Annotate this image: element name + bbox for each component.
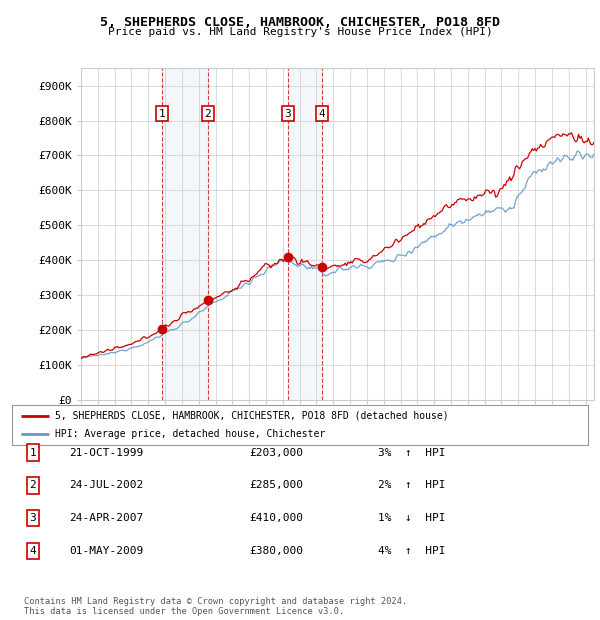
Bar: [288, 68, 322, 400]
Text: 4%  ↑  HPI: 4% ↑ HPI: [378, 546, 445, 556]
Text: 4: 4: [319, 108, 325, 118]
Text: 1: 1: [158, 108, 165, 118]
Text: HPI: Average price, detached house, Chichester: HPI: Average price, detached house, Chic…: [55, 429, 325, 440]
Text: 2: 2: [205, 108, 211, 118]
Text: 1: 1: [29, 448, 37, 458]
Text: 5, SHEPHERDS CLOSE, HAMBROOK, CHICHESTER, PO18 8FD: 5, SHEPHERDS CLOSE, HAMBROOK, CHICHESTER…: [100, 16, 500, 29]
Text: 3: 3: [284, 108, 292, 118]
Text: 3: 3: [29, 513, 37, 523]
Text: 4: 4: [29, 546, 37, 556]
Text: £410,000: £410,000: [249, 513, 303, 523]
Text: 2: 2: [29, 480, 37, 490]
Text: £380,000: £380,000: [249, 546, 303, 556]
Text: 24-APR-2007: 24-APR-2007: [69, 513, 143, 523]
Text: 2%  ↑  HPI: 2% ↑ HPI: [378, 480, 445, 490]
Text: 24-JUL-2002: 24-JUL-2002: [69, 480, 143, 490]
Text: 5, SHEPHERDS CLOSE, HAMBROOK, CHICHESTER, PO18 8FD (detached house): 5, SHEPHERDS CLOSE, HAMBROOK, CHICHESTER…: [55, 410, 449, 421]
Text: Contains HM Land Registry data © Crown copyright and database right 2024.: Contains HM Land Registry data © Crown c…: [24, 597, 407, 606]
Text: £203,000: £203,000: [249, 448, 303, 458]
Text: 01-MAY-2009: 01-MAY-2009: [69, 546, 143, 556]
Bar: [162, 68, 208, 400]
Text: This data is licensed under the Open Government Licence v3.0.: This data is licensed under the Open Gov…: [24, 607, 344, 616]
Text: £285,000: £285,000: [249, 480, 303, 490]
Text: 21-OCT-1999: 21-OCT-1999: [69, 448, 143, 458]
Text: 3%  ↑  HPI: 3% ↑ HPI: [378, 448, 445, 458]
Text: 1%  ↓  HPI: 1% ↓ HPI: [378, 513, 445, 523]
Text: Price paid vs. HM Land Registry's House Price Index (HPI): Price paid vs. HM Land Registry's House …: [107, 27, 493, 37]
